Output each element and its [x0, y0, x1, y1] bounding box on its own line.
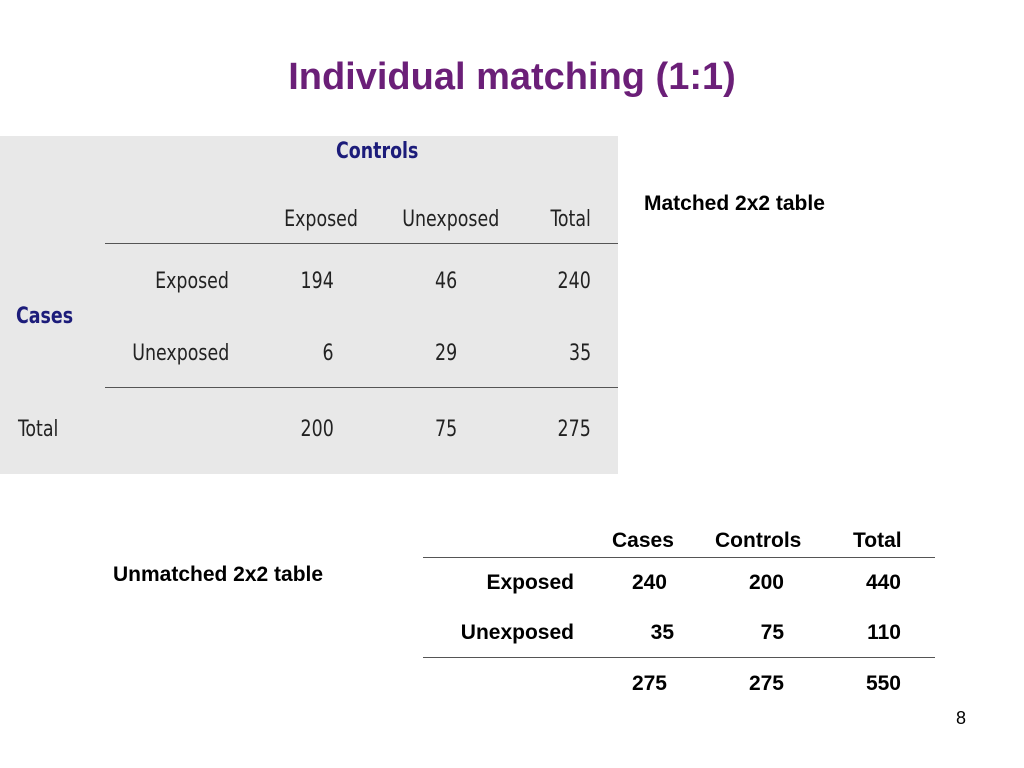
table-cell: 6 — [322, 341, 334, 366]
row-label-exposed: Exposed — [155, 269, 229, 294]
table-cell: 550 — [865, 672, 901, 695]
column-header-total: Total — [550, 207, 591, 232]
slide-title: Individual matching (1:1) — [288, 56, 736, 98]
row-label-total: Total — [18, 417, 59, 442]
unmatched-table-label: Unmatched 2x2 table — [113, 563, 324, 586]
table-cell: 240 — [631, 571, 667, 594]
table-cell: 275 — [748, 672, 784, 695]
matched-table-label: Matched 2x2 table — [644, 192, 825, 215]
matched-table-panel — [0, 136, 618, 474]
table-cell: 75 — [434, 417, 457, 442]
column-header-total: Total — [853, 529, 902, 552]
table-cell: 46 — [434, 269, 457, 294]
table-cell: 35 — [568, 341, 591, 366]
row-label-unexposed: Unexposed — [131, 341, 229, 366]
row-label-unexposed: Unexposed — [460, 621, 574, 644]
controls-header: Controls — [336, 139, 419, 164]
header-divider — [423, 557, 935, 558]
table-cell: 275 — [557, 417, 591, 442]
table-cell: 35 — [650, 621, 674, 644]
row-label-exposed: Exposed — [486, 571, 574, 594]
table-cell: 275 — [631, 672, 667, 695]
page-number: 8 — [955, 708, 966, 728]
column-header-exposed: Exposed — [284, 207, 358, 232]
table-cell: 110 — [867, 621, 901, 644]
table-cell: 75 — [760, 621, 784, 644]
table-cell: 200 — [300, 417, 334, 442]
column-header-cases: Cases — [612, 529, 674, 552]
table-cell: 440 — [865, 571, 901, 594]
table-cell: 194 — [300, 269, 334, 294]
body-divider — [105, 387, 618, 388]
header-divider — [105, 243, 618, 244]
column-header-unexposed: Unexposed — [401, 207, 499, 232]
table-cell: 200 — [748, 571, 784, 594]
body-divider — [423, 657, 935, 658]
table-cell: 240 — [557, 269, 591, 294]
cases-header: Cases — [16, 304, 74, 329]
column-header-controls: Controls — [715, 529, 802, 552]
table-cell: 29 — [434, 341, 457, 366]
